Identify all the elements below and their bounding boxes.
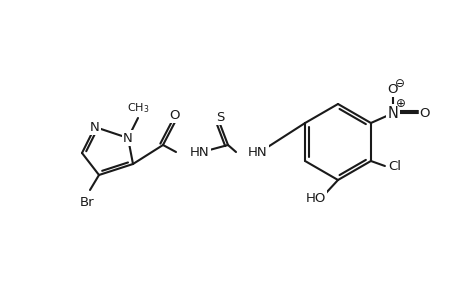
Text: $\ominus$: $\ominus$	[394, 76, 404, 89]
Text: N: N	[90, 121, 100, 134]
Text: CH$_3$: CH$_3$	[127, 101, 149, 115]
Text: Cl: Cl	[387, 160, 401, 172]
Text: O: O	[419, 106, 429, 119]
Text: $\oplus$: $\oplus$	[395, 97, 405, 110]
Text: HO: HO	[305, 191, 325, 205]
Text: HN: HN	[190, 146, 209, 158]
Text: S: S	[215, 110, 224, 124]
Text: HN: HN	[247, 146, 267, 158]
Text: O: O	[169, 109, 180, 122]
Text: O: O	[387, 82, 397, 95]
Text: N: N	[386, 106, 397, 121]
Text: N: N	[123, 131, 133, 145]
Text: Br: Br	[79, 196, 94, 208]
